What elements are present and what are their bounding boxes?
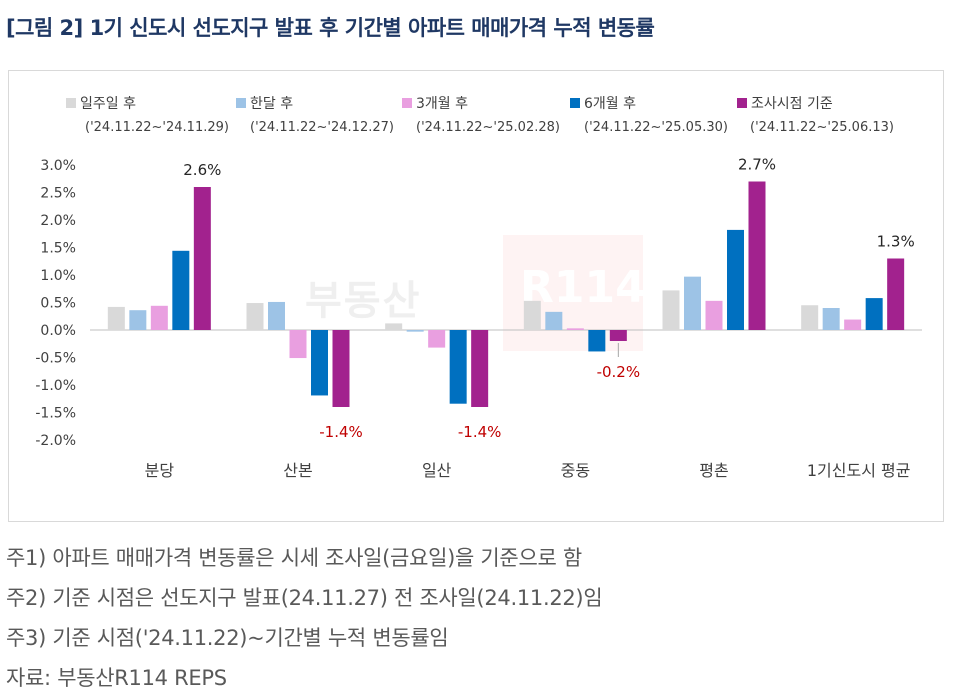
y-tick-label: 2.5% — [40, 186, 76, 202]
bar — [129, 310, 147, 330]
y-tick-label: -2.0% — [35, 433, 76, 449]
x-tick-label: 분당 — [145, 461, 175, 480]
footnote: 주2) 기준 시점은 선도지구 발표(24.11.27) 전 조사일(24.11… — [6, 586, 603, 610]
legend-label: 일주일 후 — [80, 96, 136, 112]
footnotes: 주1) 아파트 매매가격 변동률은 시세 조사일(금요일)을 기준으로 함 주2… — [6, 538, 603, 698]
legend-item: 일주일 후 — [66, 93, 136, 113]
legend-item: 한달 후 — [236, 93, 293, 113]
figure-title: [그림 2] 1기 신도시 선도지구 발표 후 기간별 아파트 매매가격 누적 … — [6, 16, 655, 40]
bar — [588, 330, 606, 352]
bar — [246, 303, 264, 330]
bar — [311, 330, 328, 396]
bar-chart: 3.0% 2.5% 2.0% 1.5% 1.0% 0.5% 0.0% -0.5% -1.0% -1… — [35, 156, 922, 480]
footnote: 주3) 기준 시점('24.11.22)~기간별 누적 변동률임 — [6, 626, 449, 650]
data-label: -0.2% — [597, 363, 641, 381]
bar — [172, 250, 190, 330]
bar — [822, 308, 840, 330]
x-tick-label: 중동 — [561, 461, 590, 480]
bar — [471, 330, 489, 407]
bar — [428, 330, 446, 348]
legend-range: ('24.11.22~'25.06.13) — [750, 120, 894, 135]
x-tick-label: 산본 — [283, 461, 312, 480]
legend-item: 3개월 후 — [402, 93, 468, 113]
legend-range: ('24.11.22~'24.12.27) — [250, 120, 394, 135]
y-tick-label: 1.5% — [40, 241, 76, 257]
bar — [289, 330, 307, 359]
y-tick-label: 0.5% — [40, 296, 76, 312]
bar — [566, 328, 584, 330]
y-tick-label: -1.0% — [35, 378, 76, 394]
bar — [662, 290, 680, 330]
watermark-text: 부동산 — [305, 278, 422, 324]
bar — [268, 301, 285, 330]
watermark-logo-text: R114 — [520, 262, 646, 313]
data-label: 2.6% — [183, 161, 221, 179]
legend-label: 조사시점 기준 — [751, 96, 833, 112]
legend-swatch — [236, 98, 246, 108]
bar — [545, 311, 563, 330]
y-tick-label: 1.0% — [40, 268, 76, 284]
data-label: 1.3% — [877, 233, 915, 251]
bar — [801, 305, 819, 330]
legend-swatch — [570, 98, 580, 108]
y-tick-label: 0.0% — [40, 323, 76, 339]
bar — [684, 276, 701, 330]
bar — [865, 298, 883, 330]
bar — [748, 181, 766, 330]
legend-item: 6개월 후 — [570, 93, 636, 113]
legend-item: 조사시점 기준 — [737, 93, 833, 113]
data-label: -1.4% — [458, 423, 502, 441]
bar — [193, 187, 211, 330]
legend-swatch — [66, 98, 76, 108]
bar — [385, 323, 403, 330]
bar — [406, 330, 424, 332]
bar — [887, 258, 905, 330]
bar — [107, 306, 125, 330]
data-label: -1.4% — [319, 423, 363, 441]
bar — [609, 330, 627, 341]
legend-range: ('24.11.22~'24.11.29) — [85, 120, 229, 135]
x-tick-label: 일산 — [422, 461, 452, 480]
footnote: 주1) 아파트 매매가격 변동률은 시세 조사일(금요일)을 기준으로 함 — [6, 546, 582, 570]
y-tick-label: -1.5% — [35, 406, 76, 422]
bar — [727, 229, 744, 330]
legend-label: 3개월 후 — [416, 96, 468, 112]
data-label: 2.7% — [738, 156, 776, 174]
bar — [332, 330, 350, 407]
y-tick-label: 2.0% — [40, 213, 76, 229]
legend-range: ('24.11.22~'25.02.28) — [416, 120, 560, 135]
legend-label: 6개월 후 — [584, 96, 636, 112]
bar — [705, 300, 723, 330]
y-tick-label: -0.5% — [35, 351, 76, 367]
bar — [523, 300, 541, 330]
chart-frame — [8, 70, 944, 522]
legend-label: 한달 후 — [250, 96, 294, 112]
bar — [150, 305, 168, 330]
bar — [844, 319, 862, 330]
source-note: 자료: 부동산R114 REPS — [6, 666, 227, 690]
legend-swatch — [737, 98, 747, 108]
x-tick-label: 평촌 — [699, 461, 728, 480]
legend-swatch — [402, 98, 412, 108]
bar — [449, 330, 467, 404]
legend-range: ('24.11.22~'25.05.30) — [584, 120, 728, 135]
x-tick-label: 1기신도시 평균 — [807, 461, 911, 480]
y-tick-label: 3.0% — [40, 158, 76, 174]
